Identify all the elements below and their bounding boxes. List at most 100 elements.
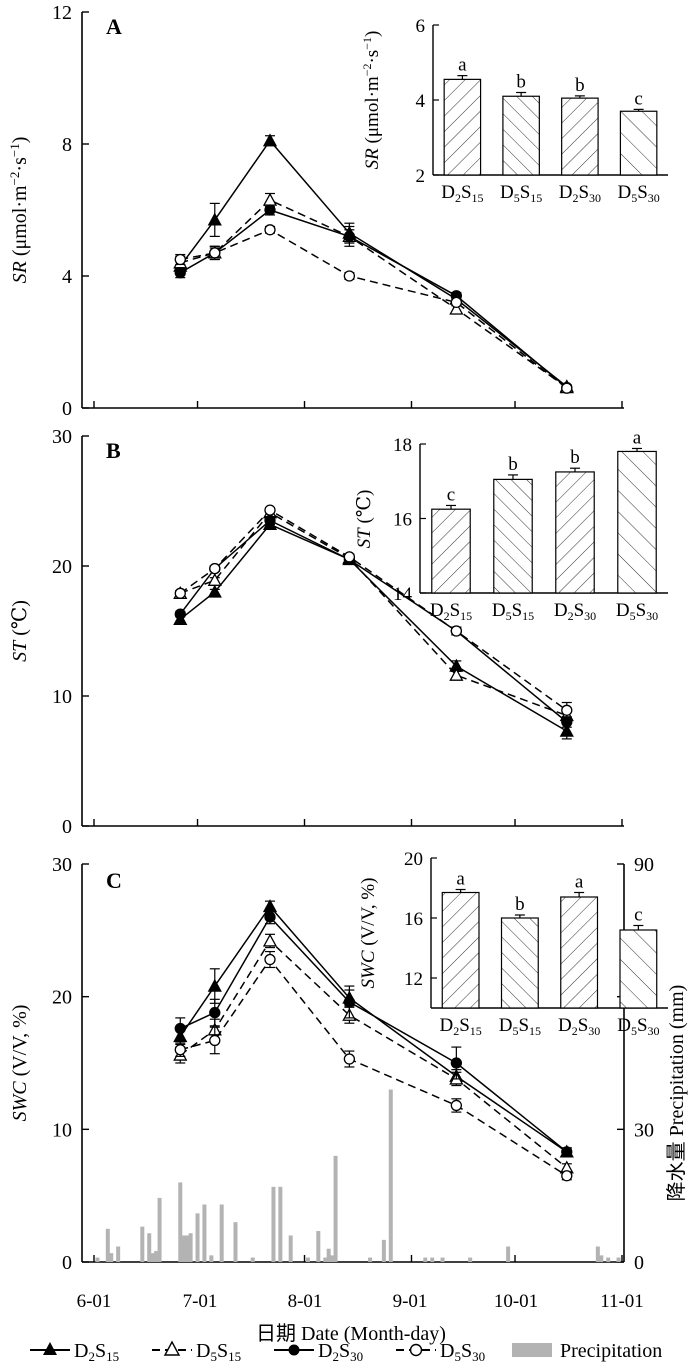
y-tick-label: 12 bbox=[52, 2, 72, 24]
inset-y-tick-label: 12 bbox=[404, 969, 423, 990]
data-point-d2s15 bbox=[207, 978, 222, 992]
precipitation-bar bbox=[326, 1248, 331, 1262]
data-point-d5s30 bbox=[264, 224, 276, 236]
inset-category-label: D5S30 bbox=[616, 600, 658, 623]
precipitation-bar bbox=[323, 1257, 328, 1262]
inset-y-axis-title: SWC (V/V, %) bbox=[358, 877, 379, 988]
data-point-d5s30 bbox=[209, 562, 221, 575]
precipitation-bar bbox=[316, 1231, 321, 1262]
data-point-d2s30 bbox=[264, 514, 276, 527]
inset-bar bbox=[561, 97, 599, 176]
precipitation-bar bbox=[150, 1253, 155, 1262]
inset-bar-chart: 2 4 6 SR (μmol·m−2·s−1) a D2S15 b D5S15 b D2S30 c D… bbox=[360, 16, 668, 205]
inset-y-tick-label: 2 bbox=[416, 166, 426, 187]
inset-category-label: D2S30 bbox=[558, 1015, 600, 1038]
inset-bar-chart: 12 16 20 SWC (V/V, %) a D2S15 b D5S15 a D2S30 c D5S… bbox=[358, 849, 668, 1038]
inset-category-label: D2S15 bbox=[430, 600, 472, 623]
data-point-d5s15 bbox=[262, 933, 278, 947]
precipitation-bar bbox=[250, 1257, 255, 1262]
significance-letter: a bbox=[458, 55, 467, 76]
precipitation-bar bbox=[381, 1239, 386, 1262]
inset-y-tick-label: 4 bbox=[416, 91, 426, 112]
legend-item-d2s15: D2S15 bbox=[30, 1340, 119, 1364]
inset-bar bbox=[502, 95, 540, 176]
inset-category-label: D5S15 bbox=[492, 600, 534, 623]
precipitation-bar bbox=[606, 1257, 611, 1262]
precipitation-bar bbox=[195, 1213, 200, 1262]
data-point-d2s15 bbox=[262, 133, 278, 147]
precipitation-bar bbox=[616, 1257, 621, 1262]
data-point-d5s15 bbox=[262, 192, 278, 206]
significance-letter: c bbox=[447, 484, 455, 505]
precipitation-bar bbox=[278, 1186, 283, 1262]
significance-letter: b bbox=[570, 447, 580, 468]
panel-label: B bbox=[106, 438, 121, 463]
data-point-d2s30 bbox=[174, 1022, 186, 1035]
inset-bar bbox=[555, 471, 595, 594]
data-point-d2s15 bbox=[559, 723, 574, 737]
series-line-d2s30 bbox=[179, 519, 568, 723]
data-point-d2s30 bbox=[450, 1057, 463, 1069]
precipitation-bar bbox=[440, 1257, 445, 1262]
precipitation-bar bbox=[288, 1235, 293, 1262]
precipitation-bar bbox=[305, 1257, 310, 1262]
series-line-d5s30 bbox=[179, 509, 568, 711]
y-tick-label: 10 bbox=[52, 1119, 72, 1141]
data-point-d2s30 bbox=[174, 267, 186, 279]
precipitation-bar bbox=[188, 1233, 193, 1262]
data-point-d2s30 bbox=[264, 204, 276, 216]
inset-category-label: D5S15 bbox=[500, 182, 542, 205]
data-point-d5s30 bbox=[450, 296, 463, 309]
precipitation-bar bbox=[147, 1233, 152, 1262]
significance-letter: a bbox=[575, 872, 584, 893]
x-tick-label: 9-01 bbox=[393, 1291, 428, 1312]
x-tick-label: 8-01 bbox=[288, 1291, 323, 1312]
precipitation-bar bbox=[330, 1255, 335, 1262]
x-tick-label: 7-01 bbox=[183, 1291, 218, 1312]
y-tick-label: 0 bbox=[62, 1252, 72, 1274]
inset-y-tick-label: 6 bbox=[416, 16, 426, 37]
data-point-d2s15 bbox=[262, 899, 278, 913]
precipitation-bar bbox=[368, 1257, 373, 1262]
inset-category-label: D2S15 bbox=[441, 182, 483, 205]
data-point-d5s30 bbox=[343, 551, 356, 563]
precipitation-bar bbox=[109, 1253, 114, 1262]
precipitation-bar bbox=[105, 1228, 110, 1262]
svg-text:D5S15: D5S15 bbox=[196, 1340, 241, 1364]
legend: D2S15 D5S15 D2S30 D5S30 Precipitation bbox=[30, 1340, 662, 1364]
precipitation-bar bbox=[116, 1246, 121, 1262]
inset-bar bbox=[443, 78, 482, 176]
precipitation-bar bbox=[185, 1235, 190, 1262]
precipitation-bar bbox=[333, 1155, 338, 1262]
x-tick-label: 11-01 bbox=[600, 1291, 644, 1312]
precipitation-bar bbox=[388, 1089, 393, 1262]
x-axis-labels: 6-01 7-01 8-01 9-01 10-01 11-01 日期 Date … bbox=[77, 1291, 644, 1345]
panel-label: C bbox=[106, 868, 122, 893]
y-tick-label: 0 bbox=[62, 398, 72, 420]
series-line-d5s15 bbox=[180, 511, 568, 717]
inset-category-label: D2S30 bbox=[554, 600, 596, 623]
data-point-d5s30 bbox=[450, 625, 463, 637]
inset-category-label: D5S30 bbox=[617, 182, 659, 205]
y2-tick-label: 90 bbox=[634, 854, 654, 876]
data-point-d5s30 bbox=[209, 247, 221, 259]
panels-layer: 0 4 8 12 A SR (μmol·m−2·s−1) 2 4 6 SR (μmol·m−2·s… bbox=[7, 2, 688, 1274]
inset-bar bbox=[500, 917, 539, 1009]
precipitation-bar bbox=[468, 1257, 473, 1262]
inset-y-tick-label: 20 bbox=[404, 849, 423, 870]
inset-bar bbox=[431, 508, 471, 594]
data-point-d5s30 bbox=[174, 587, 186, 599]
significance-letter: b bbox=[575, 75, 585, 96]
svg-text:Precipitation: Precipitation bbox=[560, 1340, 662, 1362]
panel-a: 0 4 8 12 A SR (μmol·m−2·s−1) 2 4 6 SR (μmol·m−2·s… bbox=[7, 2, 668, 420]
inset-y-tick-label: 18 bbox=[393, 435, 412, 456]
y-axis-title: ST (℃) bbox=[9, 600, 31, 662]
inset-y-tick-label: 14 bbox=[393, 584, 413, 605]
precipitation-bar bbox=[209, 1255, 214, 1262]
series-line-d5s15 bbox=[180, 199, 568, 389]
series-line-d5s15 bbox=[179, 939, 568, 1169]
panel-label: A bbox=[106, 14, 122, 39]
precipitation-bar bbox=[140, 1226, 145, 1262]
data-point-d2s30 bbox=[343, 230, 356, 243]
